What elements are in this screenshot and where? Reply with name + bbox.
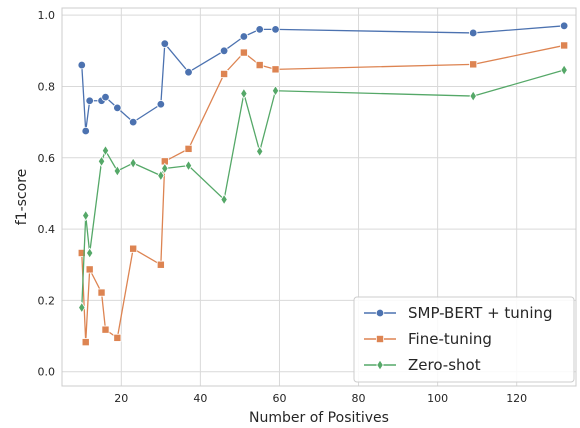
y-tick-label: 0.4 — [38, 223, 56, 236]
data-point — [129, 157, 137, 169]
data-point — [560, 64, 568, 76]
data-point — [77, 60, 86, 70]
data-point — [271, 84, 280, 97]
data-point — [128, 117, 138, 127]
y-axis-label: f1-score — [14, 169, 30, 226]
data-point — [81, 126, 90, 136]
data-point — [101, 325, 110, 334]
x-axis-label: Number of Positives — [249, 410, 389, 426]
series-line — [81, 69, 565, 308]
legend-label: SMP-BERT + tuning — [408, 304, 553, 322]
data-point — [161, 162, 169, 175]
legend-item: SMP-BERT + tuning — [364, 304, 553, 322]
legend-marker — [376, 359, 384, 371]
data-point — [129, 244, 138, 253]
data-point — [101, 92, 110, 102]
data-point — [560, 41, 569, 50]
data-point — [219, 46, 229, 55]
data-point — [239, 48, 248, 57]
data-point — [271, 65, 280, 74]
data-point — [469, 90, 477, 102]
data-point — [101, 144, 110, 157]
x-axis-ticks: 20 40 60 80 100 120 — [114, 392, 527, 405]
data-point — [78, 301, 86, 314]
data-point — [220, 69, 229, 78]
y-axis-ticks: 0.0 0.2 0.4 0.6 0.8 1.0 — [38, 9, 56, 379]
legend-label: Fine-tuning — [408, 330, 492, 348]
data-point — [184, 144, 193, 153]
y-tick-label: 0.2 — [38, 294, 56, 307]
plot-area-frame — [61, 7, 577, 387]
data-point — [85, 265, 94, 274]
data-point — [469, 28, 478, 38]
data-point — [255, 25, 264, 34]
legend-item: Zero-shot — [364, 356, 481, 374]
legend-marker — [375, 334, 384, 343]
data-point — [85, 96, 94, 105]
x-tick-label: 20 — [114, 392, 128, 405]
x-tick-label: 80 — [352, 392, 366, 405]
data-point — [156, 100, 166, 109]
data-point — [239, 32, 249, 41]
data-point — [113, 165, 122, 177]
data-point — [271, 25, 280, 34]
x-tick-label: 60 — [272, 392, 286, 405]
y-tick-label: 0.0 — [38, 366, 56, 379]
x-tick-label: 120 — [506, 392, 527, 405]
data-point — [184, 159, 193, 172]
legend-item: Fine-tuning — [364, 330, 492, 348]
y-tick-label: 0.8 — [38, 80, 56, 93]
data-point — [255, 61, 264, 70]
data-point — [77, 248, 86, 257]
series-line — [81, 25, 565, 132]
data-point — [86, 247, 94, 259]
data-point — [97, 155, 106, 168]
y-tick-label: 0.6 — [38, 152, 56, 165]
data-point — [113, 333, 122, 342]
y-tick-label: 1.0 — [38, 9, 56, 22]
data-point — [256, 145, 264, 158]
series-2 — [77, 41, 569, 347]
legend: SMP-BERT + tuning Fine-tuning Zero-shot — [353, 296, 575, 383]
x-tick-label: 40 — [193, 392, 207, 405]
series-1 — [77, 21, 569, 136]
series-3 — [78, 64, 568, 314]
data-point — [220, 193, 228, 206]
data-point — [559, 21, 569, 31]
data-point — [160, 39, 169, 48]
data-point — [184, 67, 193, 77]
data-point — [469, 60, 478, 69]
data-point — [82, 209, 90, 222]
legend-marker — [375, 308, 385, 318]
data-point — [240, 87, 248, 100]
series-line — [81, 44, 565, 343]
legend-box — [353, 296, 575, 383]
x-tick-label: 100 — [427, 392, 448, 405]
data-point — [157, 169, 165, 182]
data-point — [156, 260, 165, 269]
data-point — [113, 103, 122, 113]
data-point — [97, 288, 106, 297]
data-point — [81, 338, 90, 347]
series-layer — [77, 21, 569, 347]
legend-label: Zero-shot — [408, 356, 481, 374]
